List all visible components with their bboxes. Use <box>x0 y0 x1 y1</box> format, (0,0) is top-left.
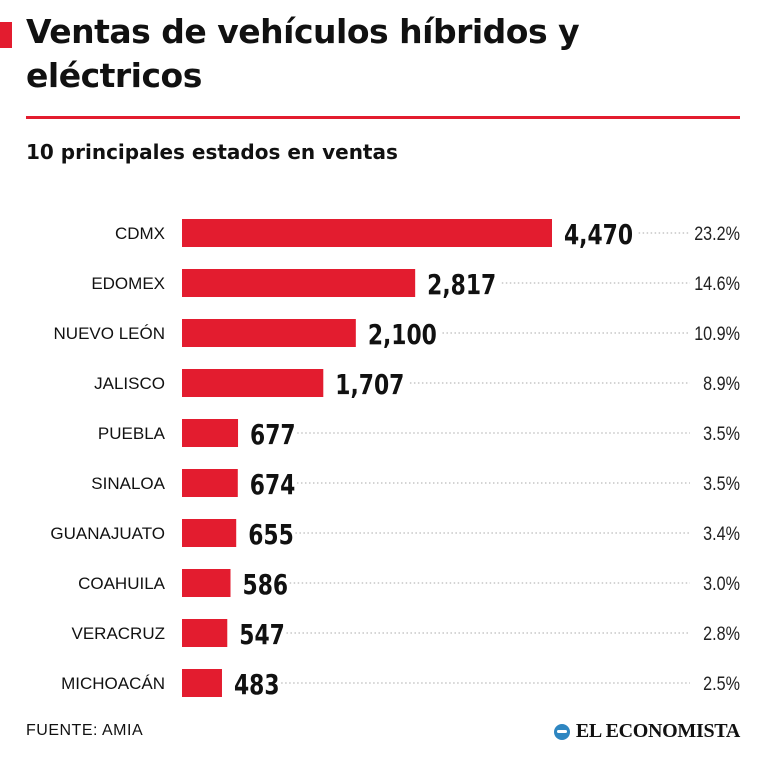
bar <box>182 219 552 247</box>
category-label: SINALOA <box>91 474 165 493</box>
chart-title: Ventas de vehículos híbridos y eléctrico… <box>26 12 580 95</box>
share-label: 3.4% <box>703 523 740 545</box>
category-label: CDMX <box>115 224 165 243</box>
chart-subtitle: 10 principales estados en ventas <box>26 140 398 164</box>
brand-name: EL ECONOMISTA <box>575 720 740 742</box>
value-label: 483 <box>234 668 280 700</box>
category-label: JALISCO <box>94 374 165 393</box>
share-label: 10.9% <box>694 323 740 345</box>
title-divider <box>26 116 740 119</box>
value-label: 677 <box>250 418 296 450</box>
category-label: GUANAJUATO <box>50 524 165 543</box>
brand-logo: EL ECONOMISTA <box>553 720 740 743</box>
bar <box>182 519 237 547</box>
bar <box>182 469 238 497</box>
bar <box>182 669 222 697</box>
share-label: 3.5% <box>703 473 740 495</box>
share-label: 2.8% <box>703 623 740 645</box>
share-label: 8.9% <box>703 373 740 395</box>
share-label: 23.2% <box>694 223 740 245</box>
value-label: 547 <box>239 618 285 650</box>
bar <box>182 319 356 347</box>
bar <box>182 569 231 597</box>
category-label: EDOMEX <box>91 274 165 293</box>
category-label: PUEBLA <box>98 424 166 443</box>
bar <box>182 619 228 647</box>
el-economista-logo-icon <box>553 723 570 740</box>
value-label: 655 <box>248 518 294 550</box>
share-label: 3.5% <box>703 423 740 445</box>
category-label: MICHOACÁN <box>61 674 165 693</box>
title-accent-bar <box>0 22 12 48</box>
source-note: FUENTE: AMIA <box>26 722 144 739</box>
bar <box>182 419 239 447</box>
category-label: VERACRUZ <box>71 624 165 643</box>
category-label: COAHUILA <box>78 574 166 593</box>
value-label: 586 <box>243 568 289 600</box>
bar <box>182 369 324 397</box>
share-label: 14.6% <box>694 273 740 295</box>
share-label: 3.0% <box>703 573 740 595</box>
value-label: 4,470 <box>564 218 633 250</box>
value-label: 2,100 <box>368 318 437 350</box>
value-label: 1,707 <box>335 368 404 400</box>
value-label: 2,817 <box>427 268 496 300</box>
bar <box>182 269 416 297</box>
share-label: 2.5% <box>703 673 740 695</box>
value-label: 674 <box>250 468 296 500</box>
category-label: NUEVO LEÓN <box>54 324 165 343</box>
